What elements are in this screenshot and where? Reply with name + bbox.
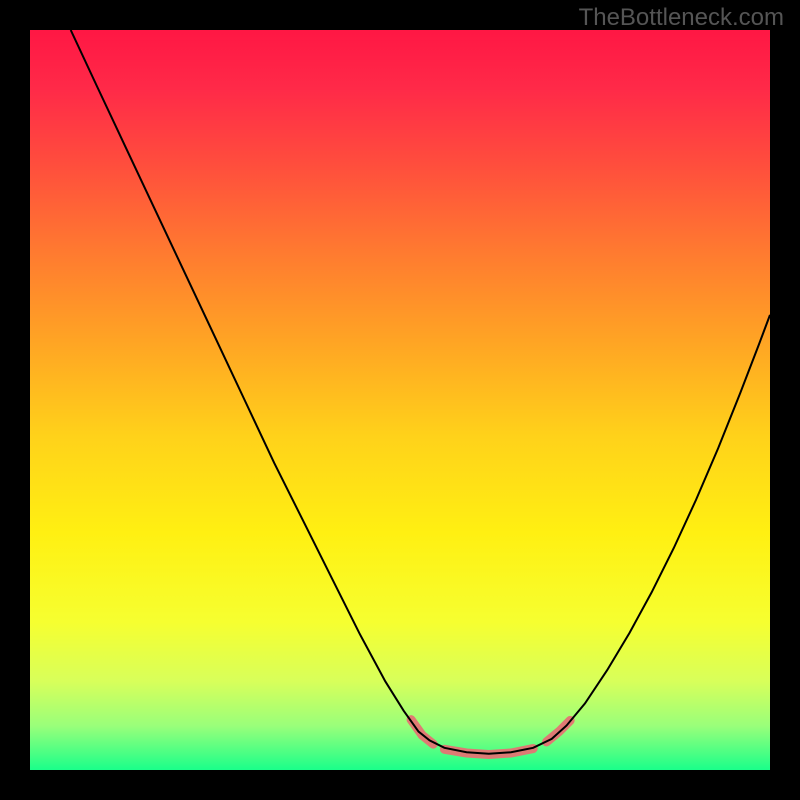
watermark-text: TheBottleneck.com [579, 4, 784, 32]
main-curve [71, 30, 770, 754]
plot-area [30, 30, 770, 770]
chart-container: TheBottleneck.com [0, 0, 800, 800]
highlight-group [411, 720, 570, 755]
curve-layer [30, 30, 770, 770]
